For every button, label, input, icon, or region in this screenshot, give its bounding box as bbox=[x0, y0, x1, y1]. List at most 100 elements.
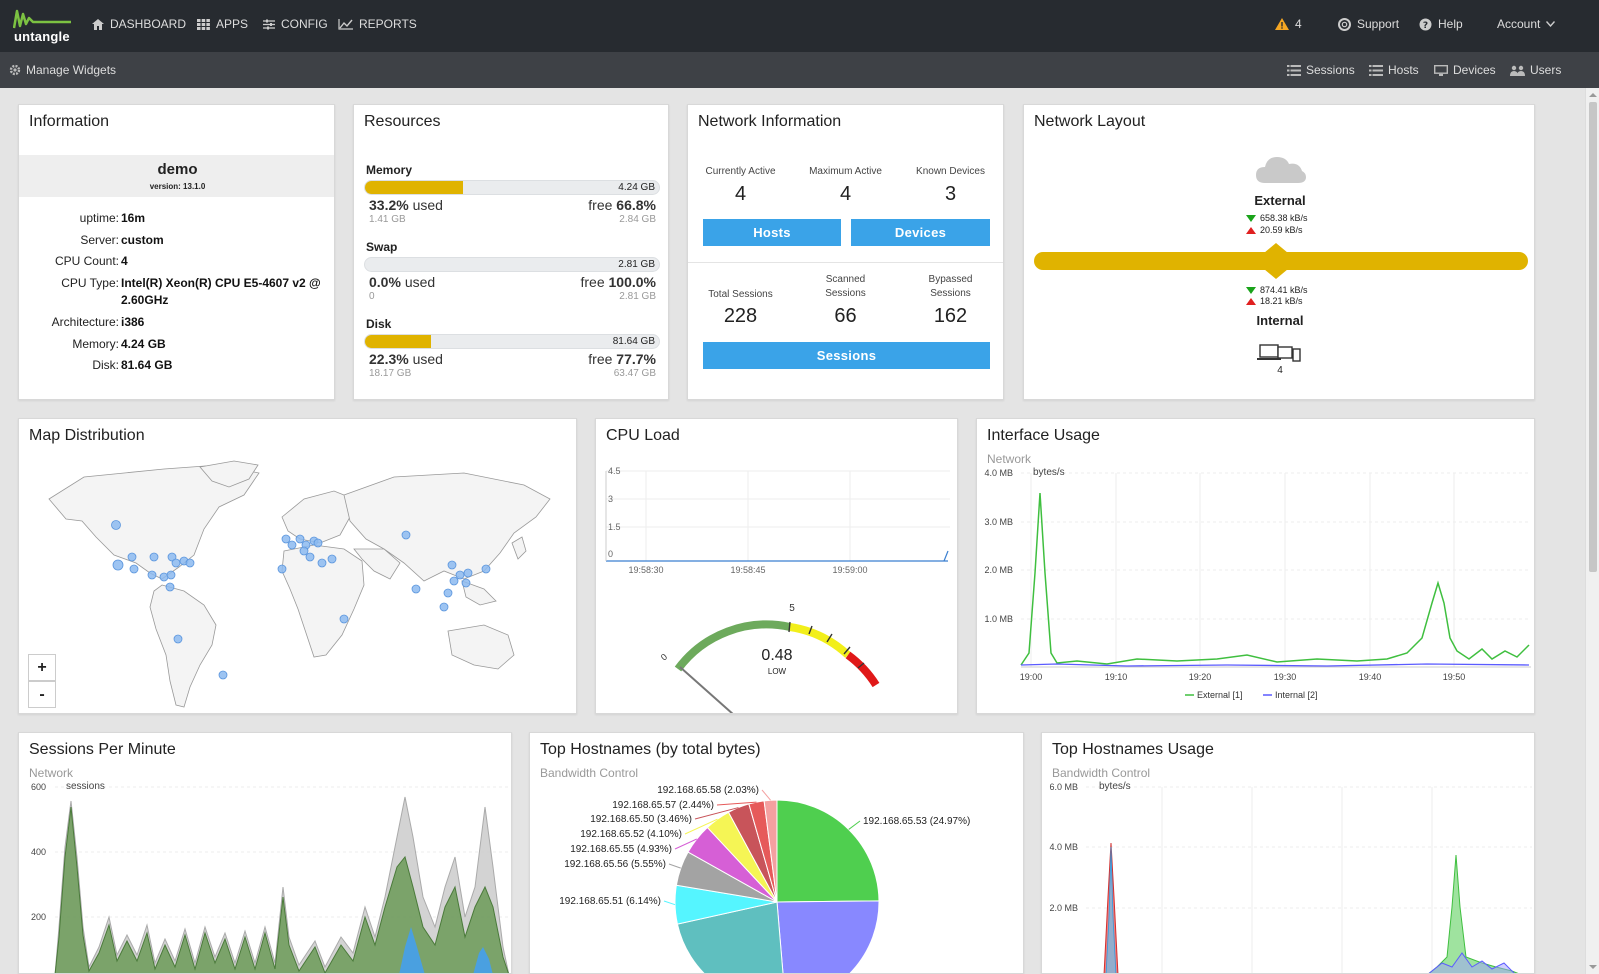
cpu-load-widget: CPU Load 4.5 3 1.5 0 19:58:30 19:58:45 1… bbox=[595, 418, 958, 714]
untangle-logo[interactable]: untangle bbox=[12, 8, 75, 46]
nav-reports-label: REPORTS bbox=[359, 17, 417, 31]
pie-slice[interactable] bbox=[676, 901, 785, 974]
interface-usage-widget: Interface Usage Network bytes/s 4.0 MB 3… bbox=[976, 418, 1535, 714]
widget-title: Information bbox=[29, 113, 110, 130]
devices-link[interactable]: Devices bbox=[1434, 63, 1496, 77]
stat-value: 4 bbox=[734, 183, 747, 205]
info-value: 4 bbox=[121, 254, 128, 268]
widget-title: Interface Usage bbox=[987, 427, 1100, 444]
hosts-link[interactable]: Hosts bbox=[1369, 63, 1419, 77]
hosts-link-label: Hosts bbox=[1388, 63, 1419, 77]
pie-slice[interactable] bbox=[776, 900, 880, 974]
manage-widgets-button[interactable]: Manage Widgets bbox=[9, 63, 116, 77]
page-scrollbar[interactable] bbox=[1585, 88, 1599, 974]
pie-slice-label: 192.168.65.56 (5.55%) bbox=[564, 859, 666, 870]
info-key: CPU Type: bbox=[61, 276, 119, 290]
external-download-rate: 658.38 kB/s bbox=[1246, 213, 1308, 223]
pie-slice-label: 192.168.65.50 (3.46%) bbox=[590, 814, 692, 825]
resource-free-percent: 100.0% bbox=[608, 274, 656, 290]
rate-value: 874.41 kB/s bbox=[1260, 285, 1308, 295]
stat-value: 228 bbox=[723, 305, 758, 327]
gauge-min-label: 0 bbox=[659, 652, 669, 663]
nav-config[interactable]: CONFIG bbox=[263, 17, 328, 31]
resource-free-word: free bbox=[588, 197, 613, 213]
rate-value: 20.59 kB/s bbox=[1260, 225, 1303, 235]
resource-free-amount: 63.47 GB bbox=[613, 368, 656, 379]
external-label: External bbox=[1254, 193, 1306, 208]
brand-name: untangle bbox=[14, 29, 70, 44]
info-key: Server: bbox=[80, 233, 119, 247]
nav-dashboard[interactable]: DASHBOARD bbox=[92, 17, 186, 31]
stat-value: 162 bbox=[933, 305, 968, 327]
resource-used-percent: 22.3% bbox=[369, 351, 409, 367]
widget-title: Network Layout bbox=[1034, 113, 1146, 130]
help-link[interactable]: ? Help bbox=[1419, 17, 1463, 31]
resource-free-word: free bbox=[580, 274, 605, 290]
devices-button[interactable]: Devices bbox=[851, 219, 990, 246]
pie-slice[interactable] bbox=[763, 799, 778, 903]
scrollbar-thumb[interactable] bbox=[1589, 102, 1597, 572]
info-value: 4.24 GB bbox=[121, 337, 166, 351]
sessions-button[interactable]: Sessions bbox=[703, 342, 990, 369]
widget-title: CPU Load bbox=[606, 427, 680, 444]
info-key: Disk: bbox=[92, 358, 119, 372]
info-value-continued: 2.60GHz bbox=[121, 293, 169, 307]
stat-value: 4 bbox=[839, 183, 852, 205]
resource-bar: 4.24 GB bbox=[364, 180, 660, 195]
users-link[interactable]: Users bbox=[1510, 63, 1561, 77]
x-tick: 19:20 bbox=[1189, 672, 1212, 682]
sessions-per-minute-chart: sessions 600 400 200 bbox=[31, 781, 510, 973]
zoom-in-button[interactable]: + bbox=[28, 654, 56, 681]
x-tick: 19:10 bbox=[1105, 672, 1128, 682]
gauge-mid-label: 5 bbox=[789, 603, 795, 614]
manage-widgets-label: Manage Widgets bbox=[26, 63, 117, 77]
pie-label-connector bbox=[694, 807, 739, 820]
info-value: 16m bbox=[121, 211, 146, 225]
pie-slice-label: 192.168.65.52 (4.10%) bbox=[580, 829, 682, 840]
pie-slice-label: 192.168.65.58 (2.03%) bbox=[657, 785, 759, 796]
y-tick: 2.0 MB bbox=[984, 565, 1013, 575]
devices-icon[interactable] bbox=[1256, 343, 1302, 363]
pie-slice[interactable] bbox=[776, 799, 880, 903]
rate-value: 18.21 kB/s bbox=[1260, 296, 1303, 306]
resource-free-percent: 77.7% bbox=[616, 351, 656, 367]
internal-device-count: 4 bbox=[1277, 365, 1283, 376]
scroll-up-arrow-icon[interactable] bbox=[1586, 90, 1599, 100]
y-tick: 0 bbox=[608, 549, 613, 559]
scroll-down-arrow-icon[interactable] bbox=[1586, 962, 1599, 972]
y-tick: 6.0 MB bbox=[1049, 782, 1078, 792]
line-chart-icon bbox=[338, 18, 353, 30]
account-menu[interactable]: Account bbox=[1497, 17, 1556, 31]
y-tick: 4.0 MB bbox=[984, 468, 1013, 478]
support-link[interactable]: Support bbox=[1338, 17, 1399, 31]
pie-label-connector bbox=[848, 820, 861, 830]
pie-slice-label: 192.168.65.53 (24.97%) bbox=[863, 816, 970, 827]
hostname: demo bbox=[157, 161, 198, 178]
map-distribution-widget: Map Distribution bbox=[18, 418, 577, 714]
widget-subtitle: Network bbox=[987, 452, 1032, 466]
y-tick: 4.0 MB bbox=[1049, 842, 1078, 852]
resource-bar: 81.64 GB bbox=[364, 334, 660, 349]
internal-download-rate: 874.41 kB/s bbox=[1246, 285, 1308, 295]
resource-free-amount: 2.84 GB bbox=[619, 214, 656, 225]
internal-upload-rate: 18.21 kB/s bbox=[1246, 296, 1303, 306]
nav-reports[interactable]: REPORTS bbox=[338, 17, 417, 31]
arrow-up-icon bbox=[1246, 297, 1256, 305]
stat-label: Maximum Active bbox=[809, 166, 882, 177]
resources-widget: Resources Memory 4.24 GB 33.2% used free… bbox=[353, 104, 669, 400]
zoom-out-button[interactable]: - bbox=[28, 681, 56, 708]
x-tick: 19:58:30 bbox=[628, 565, 663, 575]
resource-name: Swap bbox=[366, 240, 398, 254]
hosts-button[interactable]: Hosts bbox=[703, 219, 841, 246]
pie-slice-label: 192.168.65.57 (2.44%) bbox=[612, 800, 714, 811]
top-hostnames-usage-widget: Top Hostnames Usage Bandwidth Control by… bbox=[1041, 732, 1535, 974]
world-map[interactable] bbox=[44, 459, 559, 711]
pie-label-connector bbox=[674, 838, 697, 850]
chart-unit: bytes/s bbox=[1033, 467, 1065, 478]
sessions-link[interactable]: Sessions bbox=[1287, 63, 1355, 77]
alerts-indicator[interactable]: 4 bbox=[1275, 17, 1302, 31]
resource-used-word: used bbox=[412, 197, 443, 213]
network-layout-widget: Network Layout External 658.38 kB/s 20.5… bbox=[1023, 104, 1535, 400]
network-information-widget: Network Information Currently Active 4 M… bbox=[687, 104, 1004, 400]
nav-apps[interactable]: APPS bbox=[197, 17, 248, 31]
